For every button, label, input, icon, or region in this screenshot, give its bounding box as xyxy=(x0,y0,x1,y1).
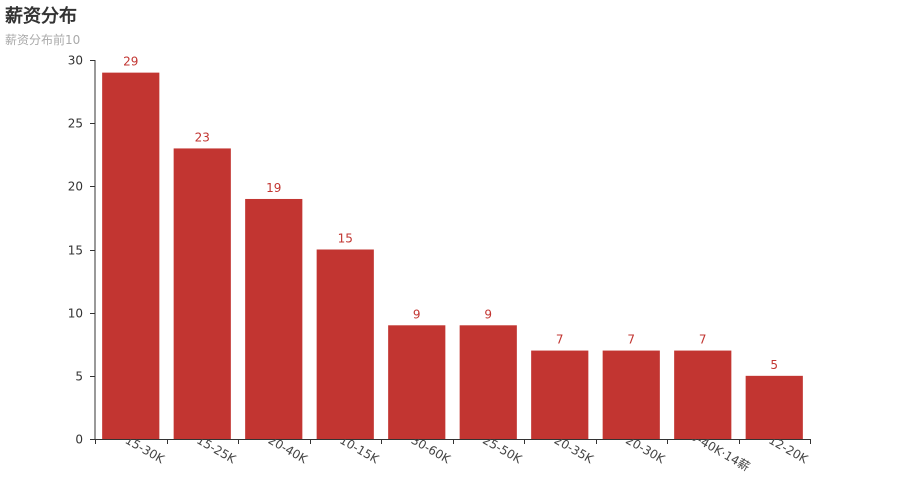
bar[interactable] xyxy=(173,148,231,439)
y-axis: 0 5 10 15 20 25 30 xyxy=(68,54,96,447)
y-tick-label: 25 xyxy=(68,117,83,131)
bar-value-label: 15 xyxy=(338,232,353,246)
data-labels: 29 23 19 15 9 9 7 7 7 5 xyxy=(123,55,778,372)
y-tick-label: 10 xyxy=(68,307,83,321)
bar-value-label: 7 xyxy=(699,333,707,347)
bar-value-label: 7 xyxy=(627,333,635,347)
bar[interactable] xyxy=(674,350,732,439)
bar-value-label: 9 xyxy=(413,307,421,321)
y-tick-label: 30 xyxy=(68,54,83,68)
bar-value-label: 23 xyxy=(195,130,210,144)
bars xyxy=(102,72,803,440)
chart-title: 薪资分布 xyxy=(5,6,77,27)
bar[interactable] xyxy=(459,325,517,439)
bar-value-label: 19 xyxy=(266,181,281,195)
bar-value-label: 7 xyxy=(556,333,564,347)
bar-value-label: 5 xyxy=(770,358,778,372)
y-tick-label: 0 xyxy=(75,433,83,447)
bar-value-label: 29 xyxy=(123,55,138,69)
bar[interactable] xyxy=(531,350,589,439)
bar[interactable] xyxy=(102,72,160,439)
chart-subtitle: 薪资分布前10 xyxy=(5,33,81,47)
bar-value-label: 9 xyxy=(484,307,492,321)
bar[interactable] xyxy=(745,375,803,439)
y-tick-label: 5 xyxy=(75,370,83,384)
y-tick-label: 20 xyxy=(68,180,83,194)
bar[interactable] xyxy=(245,198,303,439)
bar[interactable] xyxy=(388,325,446,439)
bar[interactable] xyxy=(316,249,374,440)
y-tick-label: 15 xyxy=(68,244,83,258)
bar[interactable] xyxy=(602,350,660,439)
